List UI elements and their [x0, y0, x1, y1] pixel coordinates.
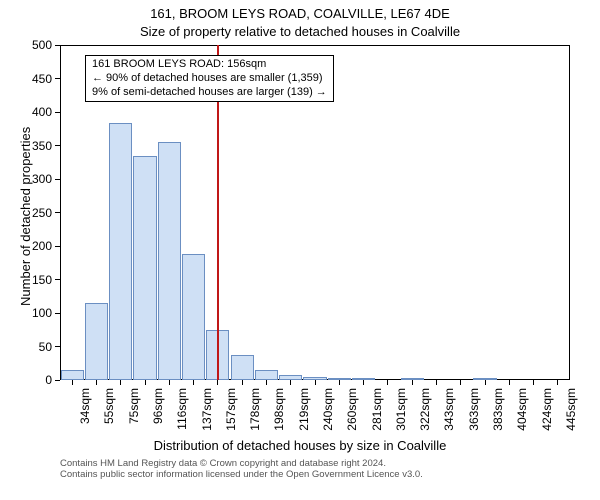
x-tick	[460, 380, 461, 385]
x-tick	[145, 380, 146, 385]
y-tick	[55, 212, 60, 213]
x-tick-label: 198sqm	[272, 388, 286, 436]
x-tick-label: 445sqm	[564, 388, 578, 436]
x-tick-label: 424sqm	[540, 388, 554, 436]
x-tick	[509, 380, 510, 385]
x-tick	[557, 380, 558, 385]
y-tick-label: 500	[22, 38, 52, 52]
histogram-bar	[61, 370, 84, 380]
y-tick	[55, 112, 60, 113]
y-tick	[55, 346, 60, 347]
y-tick	[55, 145, 60, 146]
histogram-bar	[133, 156, 156, 380]
y-tick-label: 400	[22, 105, 52, 119]
y-tick-label: 100	[22, 306, 52, 320]
x-tick	[72, 380, 73, 385]
x-tick-label: 322sqm	[418, 388, 432, 436]
y-tick	[55, 279, 60, 280]
y-tick	[55, 78, 60, 79]
chart-container: { "chart": { "type": "histogram", "title…	[0, 0, 600, 500]
x-tick	[120, 380, 121, 385]
x-tick-label: 219sqm	[297, 388, 311, 436]
y-tick-label: 450	[22, 72, 52, 86]
attribution-line-1: Contains HM Land Registry data © Crown c…	[60, 458, 423, 469]
histogram-bar	[85, 303, 108, 380]
x-tick-label: 281sqm	[370, 388, 384, 436]
annotation-line-1: 161 BROOM LEYS ROAD: 156sqm	[92, 58, 327, 72]
x-tick	[290, 380, 291, 385]
x-tick-label: 260sqm	[345, 388, 359, 436]
x-tick-label: 96sqm	[151, 388, 165, 436]
y-tick	[55, 313, 60, 314]
y-tick-label: 50	[22, 340, 52, 354]
x-tick-label: 404sqm	[515, 388, 529, 436]
x-tick-label: 55sqm	[102, 388, 116, 436]
x-tick-label: 137sqm	[200, 388, 214, 436]
annotation-line-2: ← 90% of detached houses are smaller (1,…	[92, 72, 327, 86]
x-tick	[242, 380, 243, 385]
attribution-text: Contains HM Land Registry data © Crown c…	[60, 458, 423, 481]
y-tick	[55, 246, 60, 247]
attribution-line-2: Contains public sector information licen…	[60, 469, 423, 480]
annotation-box: 161 BROOM LEYS ROAD: 156sqm ← 90% of det…	[85, 55, 334, 102]
x-tick	[193, 380, 194, 385]
x-tick-label: 75sqm	[127, 388, 141, 436]
x-tick	[339, 380, 340, 385]
x-tick	[436, 380, 437, 385]
x-tick-label: 157sqm	[224, 388, 238, 436]
x-tick-label: 383sqm	[491, 388, 505, 436]
annotation-line-3: 9% of semi-detached houses are larger (1…	[92, 86, 327, 100]
histogram-bar	[231, 355, 254, 380]
x-tick-label: 301sqm	[394, 388, 408, 436]
x-tick	[96, 380, 97, 385]
histogram-bar	[182, 254, 205, 380]
x-tick	[217, 380, 218, 385]
x-tick	[485, 380, 486, 385]
histogram-bar	[158, 142, 181, 380]
x-tick	[412, 380, 413, 385]
x-tick	[169, 380, 170, 385]
x-axis-label: Distribution of detached houses by size …	[0, 438, 600, 453]
x-tick	[315, 380, 316, 385]
x-tick	[387, 380, 388, 385]
y-tick-label: 0	[22, 373, 52, 387]
histogram-bar	[109, 123, 132, 380]
x-tick-label: 178sqm	[248, 388, 262, 436]
x-tick	[363, 380, 364, 385]
y-axis-label: Number of detached properties	[18, 127, 33, 306]
x-tick-label: 363sqm	[467, 388, 481, 436]
x-tick-label: 34sqm	[78, 388, 92, 436]
chart-title: 161, BROOM LEYS ROAD, COALVILLE, LE67 4D…	[0, 6, 600, 21]
y-tick	[55, 380, 60, 381]
chart-subtitle: Size of property relative to detached ho…	[0, 24, 600, 39]
x-tick	[533, 380, 534, 385]
y-tick	[55, 45, 60, 46]
histogram-bar	[255, 370, 278, 380]
x-tick-label: 240sqm	[321, 388, 335, 436]
x-tick-label: 116sqm	[175, 388, 189, 436]
y-tick	[55, 179, 60, 180]
x-tick-label: 343sqm	[442, 388, 456, 436]
x-tick	[266, 380, 267, 385]
